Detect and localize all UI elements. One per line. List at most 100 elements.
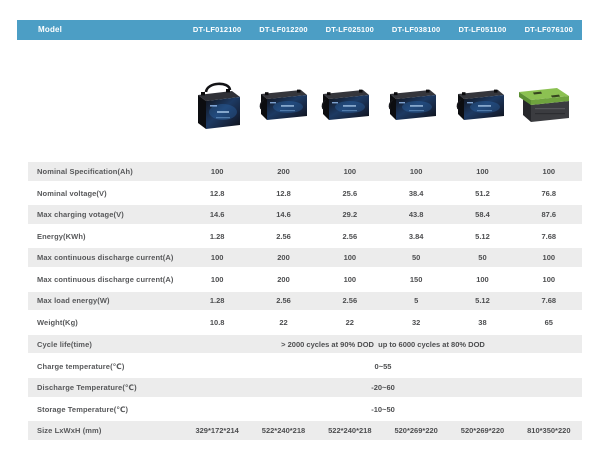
cell-value: 100	[542, 275, 556, 285]
row-values: 100 200 100 100 100 100	[184, 162, 582, 181]
cell-value: 5.12	[475, 296, 490, 306]
battery-long-icon	[386, 86, 438, 122]
cell-value: 38.4	[408, 188, 424, 198]
cell-value: 7.68	[541, 296, 557, 306]
row-label: Discharge Temperature(℃)	[37, 382, 137, 392]
cell-value: 2.56	[276, 232, 291, 242]
model-column-5: DT-LF076100	[524, 25, 574, 34]
cell-value: 329*172*214	[195, 425, 239, 435]
model-header-label: Model	[38, 25, 63, 34]
row-values: -20~60	[184, 378, 582, 397]
cell-value: 22	[345, 318, 354, 328]
cell-value: 58.4	[475, 209, 490, 219]
cell-value: 100	[476, 275, 489, 285]
row-label: Nominal voltage(V)	[37, 188, 107, 198]
table-row: Storage Temperature(℃) -10~50	[28, 399, 582, 421]
cell-value: 100	[542, 166, 556, 176]
table-row: Discharge Temperature(℃) -20~60	[28, 376, 582, 399]
model-column-4: DT-LF051100	[458, 25, 507, 34]
cell-value: 100	[210, 166, 224, 176]
cell-value: 100	[476, 166, 489, 176]
cell-span-value: > 2000 cycles at 90% DOD up to 6000 cycl…	[281, 339, 485, 349]
cell-value: 12.8	[209, 188, 225, 198]
cell-value: 38	[478, 318, 487, 328]
cell-span-value: -10~50	[371, 404, 395, 414]
cell-value: 12.8	[276, 188, 291, 198]
cell-value: 522*240*218	[261, 425, 306, 435]
table-row: Nominal Specification(Ah) 100 200 100 100 10…	[28, 161, 582, 183]
battery-green-lid-icon	[513, 84, 571, 122]
cell-value: 1.28	[209, 296, 225, 306]
cell-value: 1.28	[209, 232, 225, 242]
cell-value: 520*269*220	[394, 425, 438, 435]
row-values: 1.28 2.56 2.56 3.84 5.12 7.68	[184, 226, 582, 248]
cell-value: 100	[542, 253, 556, 263]
cell-value: 2.56	[342, 296, 358, 306]
cell-value: 150	[409, 275, 423, 285]
cell-value: 14.6	[276, 209, 291, 219]
row-values: 100 200 100 50 50 100	[184, 248, 582, 267]
row-values: 12.8 12.8 25.6 38.4 51.2 76.8	[184, 183, 582, 205]
model-column-2: DT-LF025100	[325, 25, 375, 34]
row-label: Storage Temperature(℃)	[37, 404, 129, 414]
row-label: Max continuous discharge current(A)	[37, 253, 174, 263]
model-header-bar: Model DT-LF012100 DT-LF012200 DT-LF025100 D…	[17, 20, 582, 40]
battery-long-icon	[319, 86, 371, 122]
cell-value: 43.8	[408, 209, 424, 219]
cell-value: 100	[210, 275, 224, 285]
cell-value: 100	[343, 253, 357, 263]
row-values: 14.6 14.6 29.2 43.8 58.4 87.6	[184, 205, 582, 224]
row-label: Weight(Kg)	[37, 318, 78, 328]
row-values: 10.8 22 22 32 38 65	[184, 312, 582, 334]
cell-value: 29.2	[342, 209, 358, 219]
row-label: Cycle life(time)	[37, 339, 92, 349]
cell-value: 76.8	[541, 188, 557, 198]
cell-value: 51.2	[475, 188, 490, 198]
cell-value: 810*350*220	[527, 425, 571, 435]
cell-value: 2.56	[342, 232, 358, 242]
cell-value: 65	[544, 318, 553, 328]
cell-value: 25.6	[342, 188, 358, 198]
table-row: Charge temperature(℃) 0~55	[28, 355, 582, 377]
cell-value: 7.68	[541, 232, 557, 242]
battery-small-with-handle-icon	[190, 79, 246, 133]
cell-value: 100	[210, 253, 224, 263]
cell-span-value: 0~55	[374, 361, 392, 371]
product-image-row	[17, 55, 582, 155]
cell-value: 50	[411, 253, 421, 263]
row-label: Max load energy(W)	[37, 296, 110, 306]
row-label: Energy(KWh)	[37, 232, 86, 242]
row-values: > 2000 cycles at 90% DOD up to 6000 cycl…	[184, 335, 582, 354]
cell-value: 5	[414, 296, 419, 306]
model-columns: DT-LF012100 DT-LF012200 DT-LF025100 DT-LF03…	[184, 20, 582, 40]
table-row: Energy(KWh) 1.28 2.56 2.56 3.84 5.12 7.68	[28, 226, 582, 248]
cell-value: 520*269*220	[460, 425, 505, 435]
row-label: Size LxWxH (mm)	[37, 425, 102, 435]
row-label: Nominal Specification(Ah)	[37, 166, 133, 176]
cell-value: 100	[409, 166, 423, 176]
cell-value: 3.84	[408, 232, 424, 242]
cell-value: 100	[343, 275, 357, 285]
row-label: Charge temperature(℃)	[37, 361, 125, 371]
cell-value: 2.56	[276, 296, 291, 306]
battery-long-icon	[454, 86, 506, 122]
row-label: Max continuous discharge current(A)	[37, 275, 174, 285]
cell-value: 100	[343, 166, 357, 176]
table-row: Max load energy(W) 1.28 2.56 2.56 5 5.12 7.68	[28, 290, 582, 313]
row-values: -10~50	[184, 399, 582, 421]
row-values: 1.28 2.56 2.56 5 5.12 7.68	[184, 292, 582, 311]
row-values: 0~55	[184, 355, 582, 377]
cell-value: 87.6	[541, 209, 557, 219]
cell-value: 5.12	[475, 232, 490, 242]
row-label: Max charging votage(V)	[37, 209, 124, 219]
cell-span-value: -20~60	[371, 382, 395, 392]
table-row: Size LxWxH (mm) 329*172*214 522*240*218 52…	[28, 420, 582, 442]
row-values: 100 200 100 150 100 100	[184, 269, 582, 291]
model-column-1: DT-LF012200	[259, 25, 308, 34]
cell-value: 200	[277, 253, 290, 263]
cell-value: 200	[277, 275, 290, 285]
row-values: 329*172*214 522*240*218 522*240*218 520*269…	[184, 421, 582, 440]
spec-table: Nominal Specification(Ah) 100 200 100 100 10…	[28, 161, 582, 442]
cell-value: 50	[478, 253, 487, 263]
